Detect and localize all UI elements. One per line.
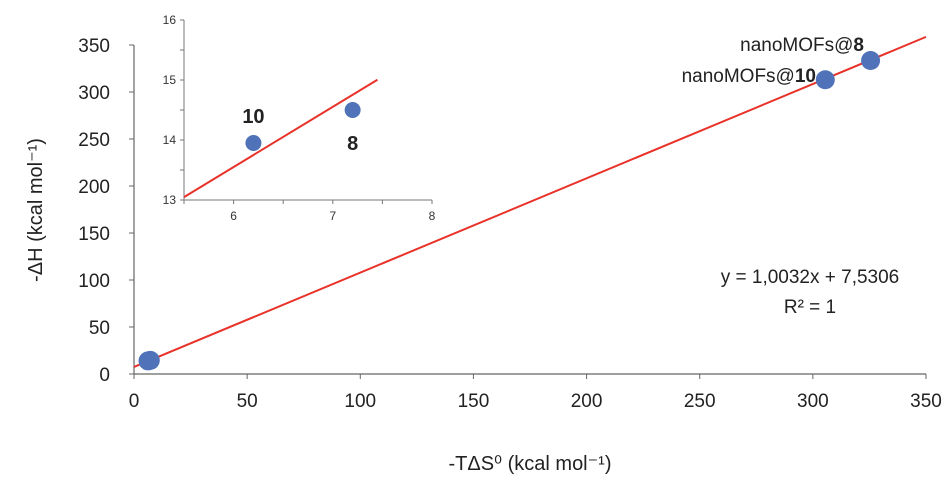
inset-axes: [180, 19, 433, 204]
inset-tick-labels: 6 7 8 13 14 15 16: [163, 13, 436, 223]
inset-data-point: [344, 102, 361, 118]
inset-data-point: [245, 135, 262, 151]
x-tick-label: 150: [458, 391, 490, 412]
r-squared: R² = 1: [784, 297, 836, 318]
label-nanomofs-10-prefix: nanoMOFs@: [682, 66, 795, 87]
main-data-points: [138, 51, 881, 371]
inset-point-label: 10: [242, 106, 264, 128]
inset-trendline: [183, 78, 378, 198]
main-tick-labels: 0 50 100 150 200 250 300 350 0 50 100 150 200 250 300 3…: [78, 36, 942, 412]
inset-x-tick-label: 7: [329, 209, 336, 223]
inset-data-points: [245, 102, 361, 151]
label-nanomofs-10-number: 10: [795, 66, 816, 87]
inset-point-labels: 10 8: [242, 106, 358, 155]
label-nanomofs-8-prefix: nanoMOFs@: [740, 35, 853, 56]
inset-x-tick-label: 8: [429, 209, 436, 223]
y-tick-label: 50: [89, 318, 110, 339]
y-tick-label: 150: [78, 224, 110, 245]
y-tick-label: 100: [78, 271, 110, 292]
inset-y-tick-label: 16: [163, 13, 177, 27]
x-tick-label: 200: [571, 391, 603, 412]
y-tick-label: 0: [99, 365, 110, 386]
label-nanomofs-10: nanoMOFs@10: [682, 66, 816, 87]
data-point: [815, 70, 835, 90]
x-tick-label: 0: [129, 391, 140, 412]
label-nanomofs-8: nanoMOFs@8: [740, 35, 864, 56]
inset-y-tick-label: 13: [163, 193, 177, 207]
label-nanomofs-8-number: 8: [853, 35, 864, 56]
y-tick-label: 250: [78, 130, 110, 151]
x-tick-label: 300: [797, 391, 829, 412]
x-tick-label: 100: [344, 391, 376, 412]
x-tick-label: 350: [910, 391, 942, 412]
x-tick-label: 50: [237, 391, 258, 412]
regression-equation: y = 1,0032x + 7,5306: [721, 267, 900, 288]
inset-y-tick-label: 14: [163, 133, 177, 147]
y-tick-label: 200: [78, 177, 110, 198]
inset-point-label: 8: [347, 133, 358, 155]
x-axis-title: -TΔS⁰ (kcal mol⁻¹): [448, 453, 611, 475]
y-axis-title: -ΔH (kcal mol⁻¹): [25, 138, 47, 282]
inset-chart: 6 7 8 13 14 15 16 10 8: [163, 13, 436, 223]
main-axes: [129, 44, 927, 379]
y-tick-label: 300: [78, 83, 110, 104]
inset-x-tick-label: 6: [230, 209, 237, 223]
inset-y-tick-label: 15: [163, 73, 177, 87]
data-point: [861, 51, 881, 71]
data-point: [140, 350, 160, 370]
main-trendline: [133, 35, 927, 368]
x-tick-label: 250: [684, 391, 716, 412]
y-tick-label: 350: [78, 36, 110, 57]
